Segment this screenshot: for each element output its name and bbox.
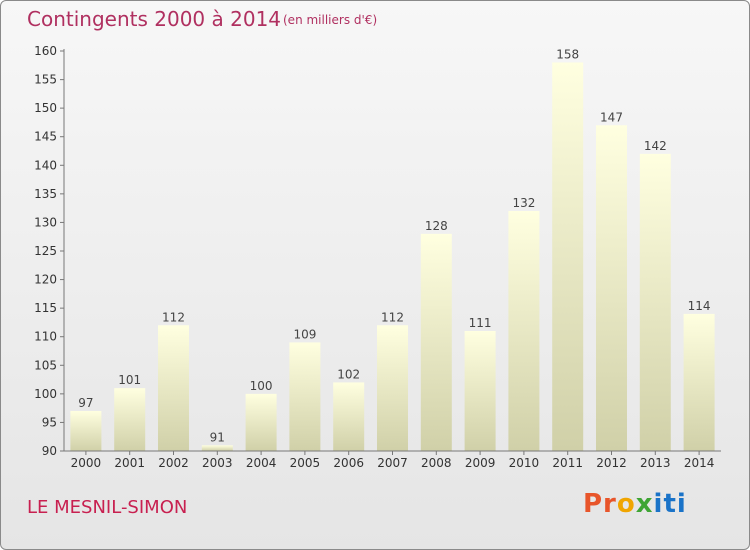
y-tick-label: 115 <box>34 301 57 315</box>
data-label-2010: 132 <box>512 196 535 210</box>
x-tick-label-2014: 2014 <box>684 456 715 470</box>
bar-2001 <box>114 388 146 451</box>
bar-2012 <box>596 125 627 452</box>
y-tick-label: 145 <box>34 130 57 144</box>
bar-2005 <box>289 342 321 451</box>
bar-2009 <box>464 331 496 451</box>
chart-title: Contingents 2000 à 2014 <box>27 7 282 31</box>
x-tick-label-2012: 2012 <box>596 456 627 470</box>
x-tick-label-2013: 2013 <box>640 456 671 470</box>
data-label-2003: 91 <box>210 430 225 444</box>
y-tick-label: 155 <box>34 73 57 87</box>
bar-2004 <box>245 393 277 451</box>
x-tick-label-2005: 2005 <box>290 456 321 470</box>
y-tick-label: 105 <box>34 358 57 372</box>
y-tick-label: 150 <box>34 101 57 115</box>
bar-2013 <box>639 153 671 451</box>
bar-2011 <box>552 62 584 452</box>
y-tick-label: 90 <box>42 444 57 458</box>
data-label-2004: 100 <box>250 379 273 393</box>
x-tick-label-2002: 2002 <box>158 456 189 470</box>
proxiti-logo[interactable]: Proxiti <box>583 489 687 519</box>
data-label-2000: 97 <box>78 396 93 410</box>
y-tick-label: 140 <box>34 158 57 172</box>
y-tick-label: 125 <box>34 244 57 258</box>
x-tick-label-2003: 2003 <box>202 456 233 470</box>
x-tick-label-2010: 2010 <box>509 456 540 470</box>
x-tick-label-2001: 2001 <box>114 456 145 470</box>
bar-2014 <box>683 313 715 451</box>
bar-2000 <box>70 411 102 451</box>
y-tick-label: 160 <box>34 44 57 58</box>
chart-subtitle: (en milliers d'€) <box>283 13 378 27</box>
bar-2008 <box>420 233 452 451</box>
x-tick-label-2007: 2007 <box>377 456 408 470</box>
data-label-2013: 142 <box>644 139 667 153</box>
y-tick-label: 110 <box>34 330 57 344</box>
bar-2002 <box>158 325 189 451</box>
data-label-2007: 112 <box>381 310 404 324</box>
data-label-2012: 147 <box>600 110 623 124</box>
x-tick-label-2004: 2004 <box>246 456 277 470</box>
x-tick-label-2008: 2008 <box>421 456 452 470</box>
y-tick-label: 130 <box>34 215 57 229</box>
bar-2007 <box>377 325 408 451</box>
x-tick-label-2000: 2000 <box>71 456 102 470</box>
y-tick-label: 135 <box>34 187 57 201</box>
y-tick-label: 95 <box>42 415 57 429</box>
data-label-2014: 114 <box>688 299 711 313</box>
data-label-2002: 112 <box>162 310 185 324</box>
data-label-2011: 158 <box>556 47 579 61</box>
y-tick-label: 120 <box>34 273 57 287</box>
x-tick-label-2009: 2009 <box>465 456 496 470</box>
location-label: LE MESNIL-SIMON <box>27 497 188 518</box>
data-label-2005: 109 <box>293 327 316 341</box>
data-label-2009: 111 <box>469 316 492 330</box>
x-tick-label-2006: 2006 <box>333 456 364 470</box>
x-tick-label-2011: 2011 <box>552 456 583 470</box>
data-label-2006: 102 <box>337 367 360 381</box>
bar-2006 <box>333 382 365 451</box>
y-tick-label: 100 <box>34 387 57 401</box>
data-label-2001: 101 <box>118 373 141 387</box>
bar-2003 <box>201 445 233 451</box>
data-label-2008: 128 <box>425 219 448 233</box>
bar-2010 <box>508 211 540 451</box>
